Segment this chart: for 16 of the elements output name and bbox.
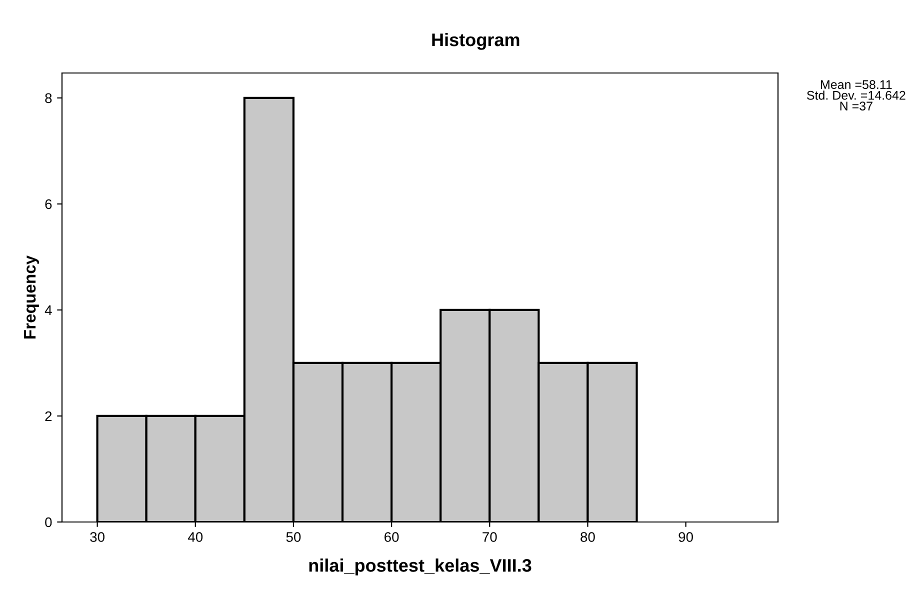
x-tick-label: 50 [286,532,301,542]
x-axis-title: nilai_posttest_kelas_VIII.3 [309,558,532,576]
y-tick-label: 6 [45,199,52,210]
x-tick-label: 70 [482,532,497,542]
y-axis-title: Frequency [24,255,39,339]
y-tick-label: 2 [45,411,52,422]
x-tick-label: 80 [580,532,595,542]
y-tick-label: 8 [45,93,52,104]
x-tick-label: 60 [384,532,399,542]
x-tick-label: 90 [678,532,693,542]
text: Mean =58.11 Std. Dev. =14.642 N =37 [806,80,906,110]
x-tick-label: 40 [188,532,203,542]
x-tick-label: 30 [90,532,104,542]
y-tick-label: 4 [44,305,52,315]
chart-title: Histogram [432,32,520,50]
y-tick-label: 0 [45,517,52,528]
